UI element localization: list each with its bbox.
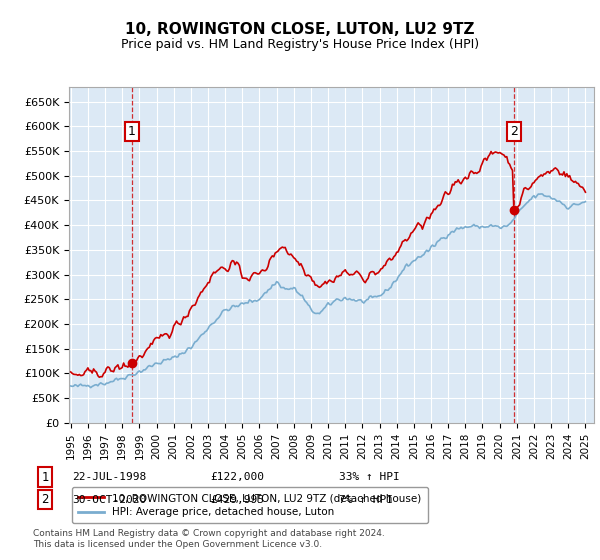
Text: 22-JUL-1998: 22-JUL-1998	[72, 472, 146, 482]
Text: 1: 1	[128, 125, 136, 138]
Text: 1: 1	[41, 470, 49, 484]
Text: 2: 2	[510, 125, 518, 138]
Text: 30-OCT-2020: 30-OCT-2020	[72, 494, 146, 505]
Text: Contains HM Land Registry data © Crown copyright and database right 2024.
This d: Contains HM Land Registry data © Crown c…	[33, 529, 385, 549]
Text: £429,995: £429,995	[210, 494, 264, 505]
Text: 2: 2	[41, 493, 49, 506]
Text: 33% ↑ HPI: 33% ↑ HPI	[339, 472, 400, 482]
Text: 7% ↑ HPI: 7% ↑ HPI	[339, 494, 393, 505]
Legend: 10, ROWINGTON CLOSE, LUTON, LU2 9TZ (detached house), HPI: Average price, detach: 10, ROWINGTON CLOSE, LUTON, LU2 9TZ (det…	[71, 487, 428, 524]
Text: £122,000: £122,000	[210, 472, 264, 482]
Text: Price paid vs. HM Land Registry's House Price Index (HPI): Price paid vs. HM Land Registry's House …	[121, 38, 479, 51]
Text: 10, ROWINGTON CLOSE, LUTON, LU2 9TZ: 10, ROWINGTON CLOSE, LUTON, LU2 9TZ	[125, 22, 475, 38]
